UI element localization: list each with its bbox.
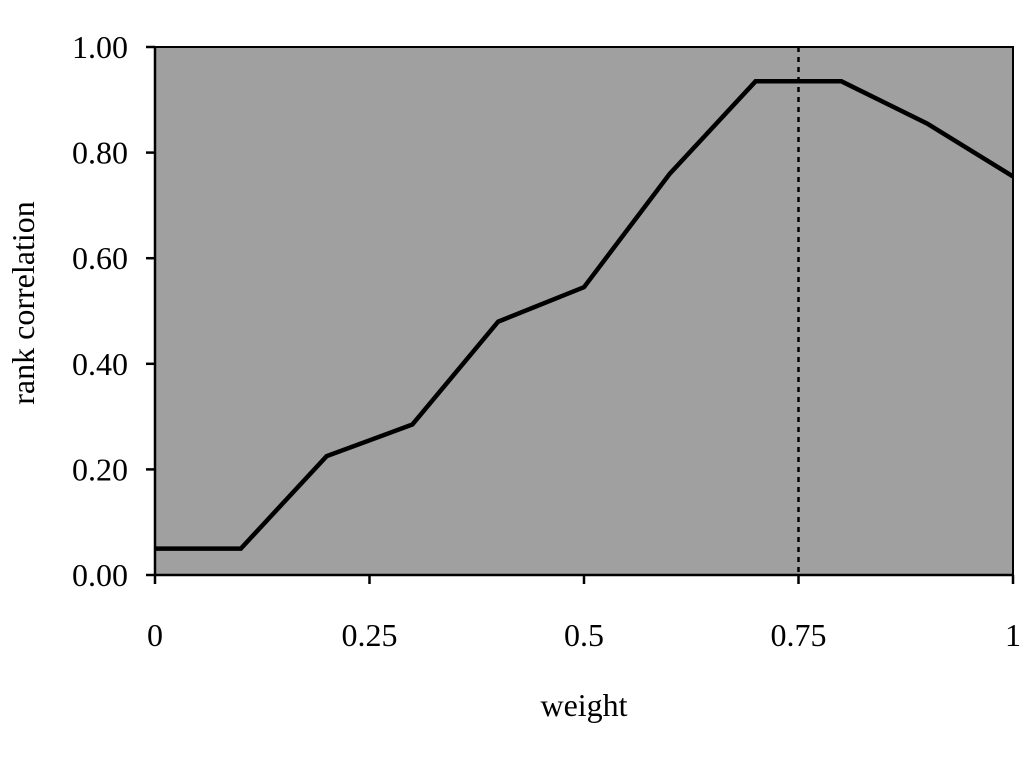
x-axis-title: weight xyxy=(540,687,627,723)
x-tick-label: 0.25 xyxy=(342,617,398,653)
y-axis-ticks: 0.00 0.20 0.40 0.60 0.80 1.00 xyxy=(72,29,155,593)
x-tick-label: 1 xyxy=(1005,617,1021,653)
plot-area xyxy=(155,47,1013,575)
y-tick-label: 0.80 xyxy=(72,135,128,171)
x-tick-label: 0.75 xyxy=(771,617,827,653)
y-tick-label: 0.00 xyxy=(72,557,128,593)
y-axis-title: rank correlation xyxy=(5,201,41,404)
x-tick-label: 0 xyxy=(147,617,163,653)
x-tick-label: 0.5 xyxy=(564,617,604,653)
y-tick-label: 0.20 xyxy=(72,451,128,487)
y-tick-label: 0.40 xyxy=(72,346,128,382)
y-tick-label: 1.00 xyxy=(72,29,128,65)
y-tick-label: 0.60 xyxy=(72,240,128,276)
x-axis-ticks: 0 0.25 0.5 0.75 1 xyxy=(147,575,1021,653)
